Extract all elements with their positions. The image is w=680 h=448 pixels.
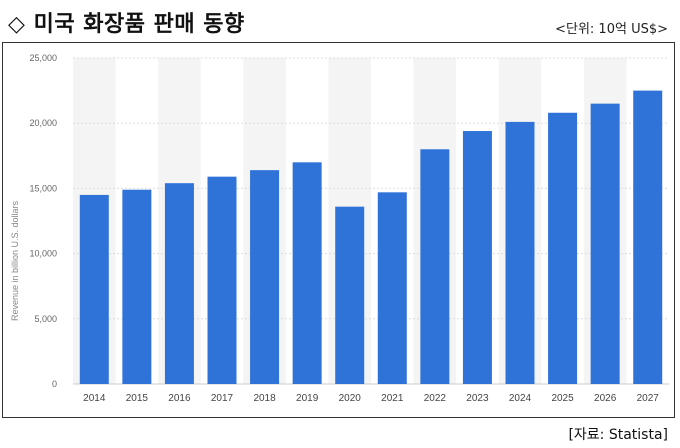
bar-2021: [377, 192, 407, 384]
bar-2019: [292, 162, 322, 384]
x-tick-label: 2025: [551, 393, 574, 404]
y-axis-ticks: 0 5,000 10,000 15,000 20,000 25,000: [29, 53, 57, 389]
x-tick-label: 2022: [424, 393, 447, 404]
bars: [79, 90, 663, 384]
x-tick-label: 2018: [253, 393, 276, 404]
x-tick-label: 2027: [637, 393, 660, 404]
chart-frame: 0 5,000 10,000 15,000 20,000 25,000 2014 2015 2…: [2, 42, 675, 418]
x-tick-label: 2019: [296, 393, 319, 404]
y-tick-label: 25,000: [29, 53, 57, 63]
bar-2014: [79, 194, 109, 384]
y-axis-label: Revenue in billion U.S. dollars: [10, 200, 20, 321]
x-tick-label: 2014: [83, 393, 106, 404]
y-tick-label: 0: [52, 379, 57, 389]
bar-2016: [164, 183, 194, 384]
y-tick-label: 20,000: [29, 118, 57, 128]
x-tick-label: 2015: [126, 393, 149, 404]
bar-2018: [250, 170, 280, 384]
bar-2027: [633, 90, 663, 384]
y-tick-label: 5,000: [34, 314, 57, 324]
unit-label: <단위: 10억 US$>: [555, 22, 668, 37]
y-tick-label: 10,000: [29, 249, 57, 259]
x-tick-label: 2024: [509, 393, 532, 404]
x-axis-ticks: 2014 2015 2016 2017 2018 2019 2020 2021 2022 2023…: [83, 393, 659, 404]
x-tick-label: 2017: [211, 393, 234, 404]
page-title: ◇ 미국 화장품 판매 동향: [8, 12, 245, 37]
bar-2023: [462, 131, 492, 384]
bar-2020: [335, 206, 365, 384]
bar-2017: [207, 176, 237, 384]
y-tick-label: 15,000: [29, 183, 57, 193]
bar-2026: [590, 103, 620, 384]
bar-2024: [505, 121, 535, 384]
x-tick-label: 2016: [168, 393, 191, 404]
bar-2015: [122, 189, 152, 384]
x-tick-label: 2026: [594, 393, 617, 404]
x-tick-label: 2021: [381, 393, 404, 404]
x-tick-label: 2020: [339, 393, 362, 404]
x-tick-label: 2023: [466, 393, 489, 404]
source-label: [자료: Statista]: [568, 427, 668, 443]
bar-2022: [420, 149, 450, 384]
bar-2025: [548, 112, 578, 384]
